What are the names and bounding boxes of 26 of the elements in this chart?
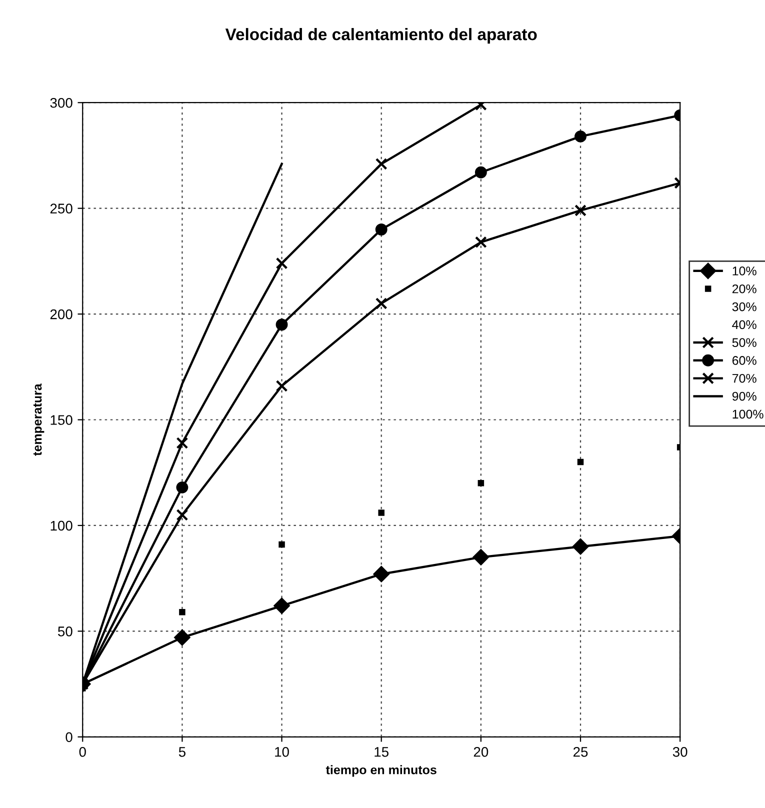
legend-label: 30% <box>732 302 756 312</box>
legend-label: 90% <box>732 392 756 401</box>
x-axis-title: tiempo en minutos <box>326 765 436 777</box>
x-tick-label: 15 <box>374 747 388 757</box>
legend-label: 50% <box>732 338 756 347</box>
y-tick-label: 50 <box>58 626 72 636</box>
legend-label: 10% <box>732 266 756 276</box>
x-tick-label: 5 <box>178 747 186 757</box>
y-tick-label: 200 <box>50 309 72 320</box>
y-tick-label: 300 <box>50 98 72 108</box>
x-tick-label: 30 <box>672 746 688 757</box>
chart-title: Velocidad de calentamiento del aparato <box>225 28 537 44</box>
y-axis-title: temperatura <box>33 384 44 456</box>
y-tick-label: 150 <box>50 415 72 425</box>
legend-label: 100% <box>732 410 764 419</box>
legend-label: 40% <box>732 320 756 330</box>
x-tick-label: 25 <box>573 746 588 757</box>
x-tick-label: 10 <box>275 746 289 757</box>
y-tick-label: 250 <box>50 204 72 214</box>
legend-label: 70% <box>732 374 756 383</box>
y-tick-label: 0 <box>66 732 72 742</box>
legend-label: 20% <box>732 284 756 294</box>
x-tick-label: 20 <box>474 746 488 757</box>
y-tick-label: 100 <box>50 520 72 531</box>
legend-label: 60% <box>732 356 756 365</box>
x-tick-label: 0 <box>79 746 86 757</box>
